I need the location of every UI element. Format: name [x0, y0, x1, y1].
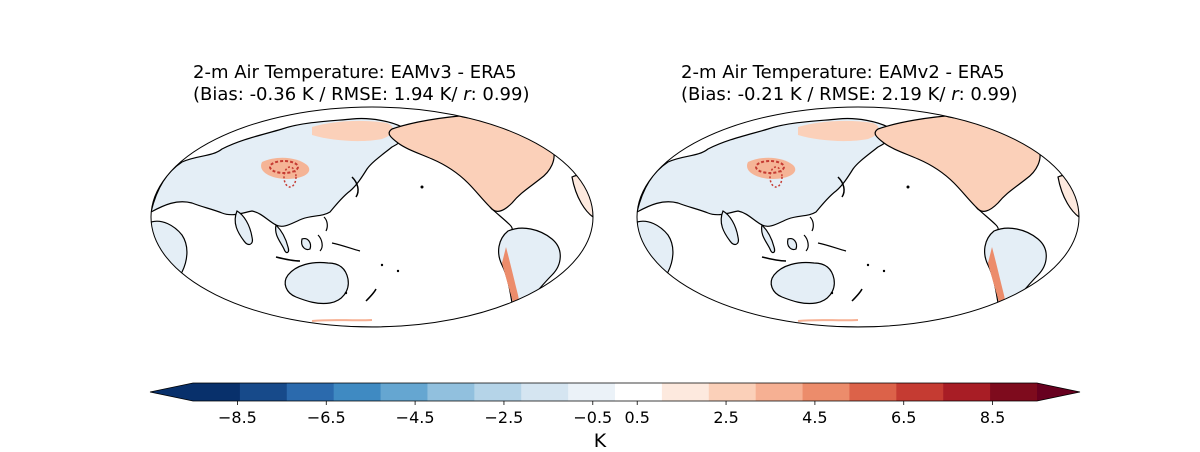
colorbar-bin — [333, 383, 382, 401]
colorbar-tick-label: −2.5 — [484, 408, 524, 427]
colorbar-bin — [802, 383, 850, 401]
globe-outline-eamv3 — [150, 106, 594, 328]
colorbar-bin — [708, 383, 757, 401]
globe-map-eamv2 — [636, 106, 1080, 328]
colorbar-bin — [615, 383, 663, 401]
colorbar-bin — [521, 383, 569, 401]
colorbar-tick-label: 8.5 — [979, 408, 1006, 427]
colorbar-bin — [849, 383, 897, 401]
colorbar-bin — [755, 383, 804, 401]
colorbar-tick-label: 0.5 — [624, 408, 650, 427]
colorbar-tick-label: 4.5 — [802, 408, 828, 427]
colorbar-tick-label: −8.5 — [217, 408, 257, 427]
colorbar — [149, 382, 1081, 405]
colorbar-tick-label: −6.5 — [306, 408, 346, 427]
colorbar-bin — [380, 383, 428, 401]
colorbar-bin — [427, 383, 475, 401]
colorbar-bin — [568, 383, 616, 401]
colorbar-bin — [943, 383, 991, 401]
colorbar-bin — [286, 383, 335, 401]
globe-outline-eamv2 — [636, 106, 1080, 328]
title-line2-eamv3: (Bias: -0.36 K / RMSE: 1.94 K/ r: 0.99) — [193, 84, 530, 105]
panel-title-eamv3: 2-m Air Temperature: EAMv3 - ERA5 (Bias:… — [193, 62, 529, 106]
colorbar-bin — [474, 383, 522, 401]
colorbar-extend-min — [150, 383, 193, 401]
colorbar-tick-label: −0.5 — [573, 408, 613, 427]
colorbar-tick-label: −4.5 — [395, 408, 435, 427]
colorbar-bin — [896, 383, 944, 401]
colorbar-bin — [661, 383, 710, 401]
title-line1-eamv2: 2-m Air Temperature: EAMv2 - ERA5 — [681, 62, 1005, 83]
colorbar-outline — [149, 382, 1081, 402]
colorbar-bin — [193, 383, 241, 401]
title-line1-eamv3: 2-m Air Temperature: EAMv3 - ERA5 — [193, 62, 517, 83]
colorbar-bin — [990, 383, 1038, 401]
colorbar-label: K — [593, 430, 607, 452]
colorbar-tick-label: 6.5 — [891, 408, 917, 427]
globe-map-eamv3 — [150, 106, 594, 328]
panel-title-eamv2: 2-m Air Temperature: EAMv2 - ERA5 (Bias:… — [681, 62, 1017, 106]
colorbar-tick-label: 2.5 — [713, 408, 739, 427]
colorbar-extend-max — [1037, 383, 1080, 401]
title-line2-eamv2: (Bias: -0.21 K / RMSE: 2.19 K/ r: 0.99) — [681, 84, 1018, 105]
colorbar-bin — [239, 383, 288, 401]
